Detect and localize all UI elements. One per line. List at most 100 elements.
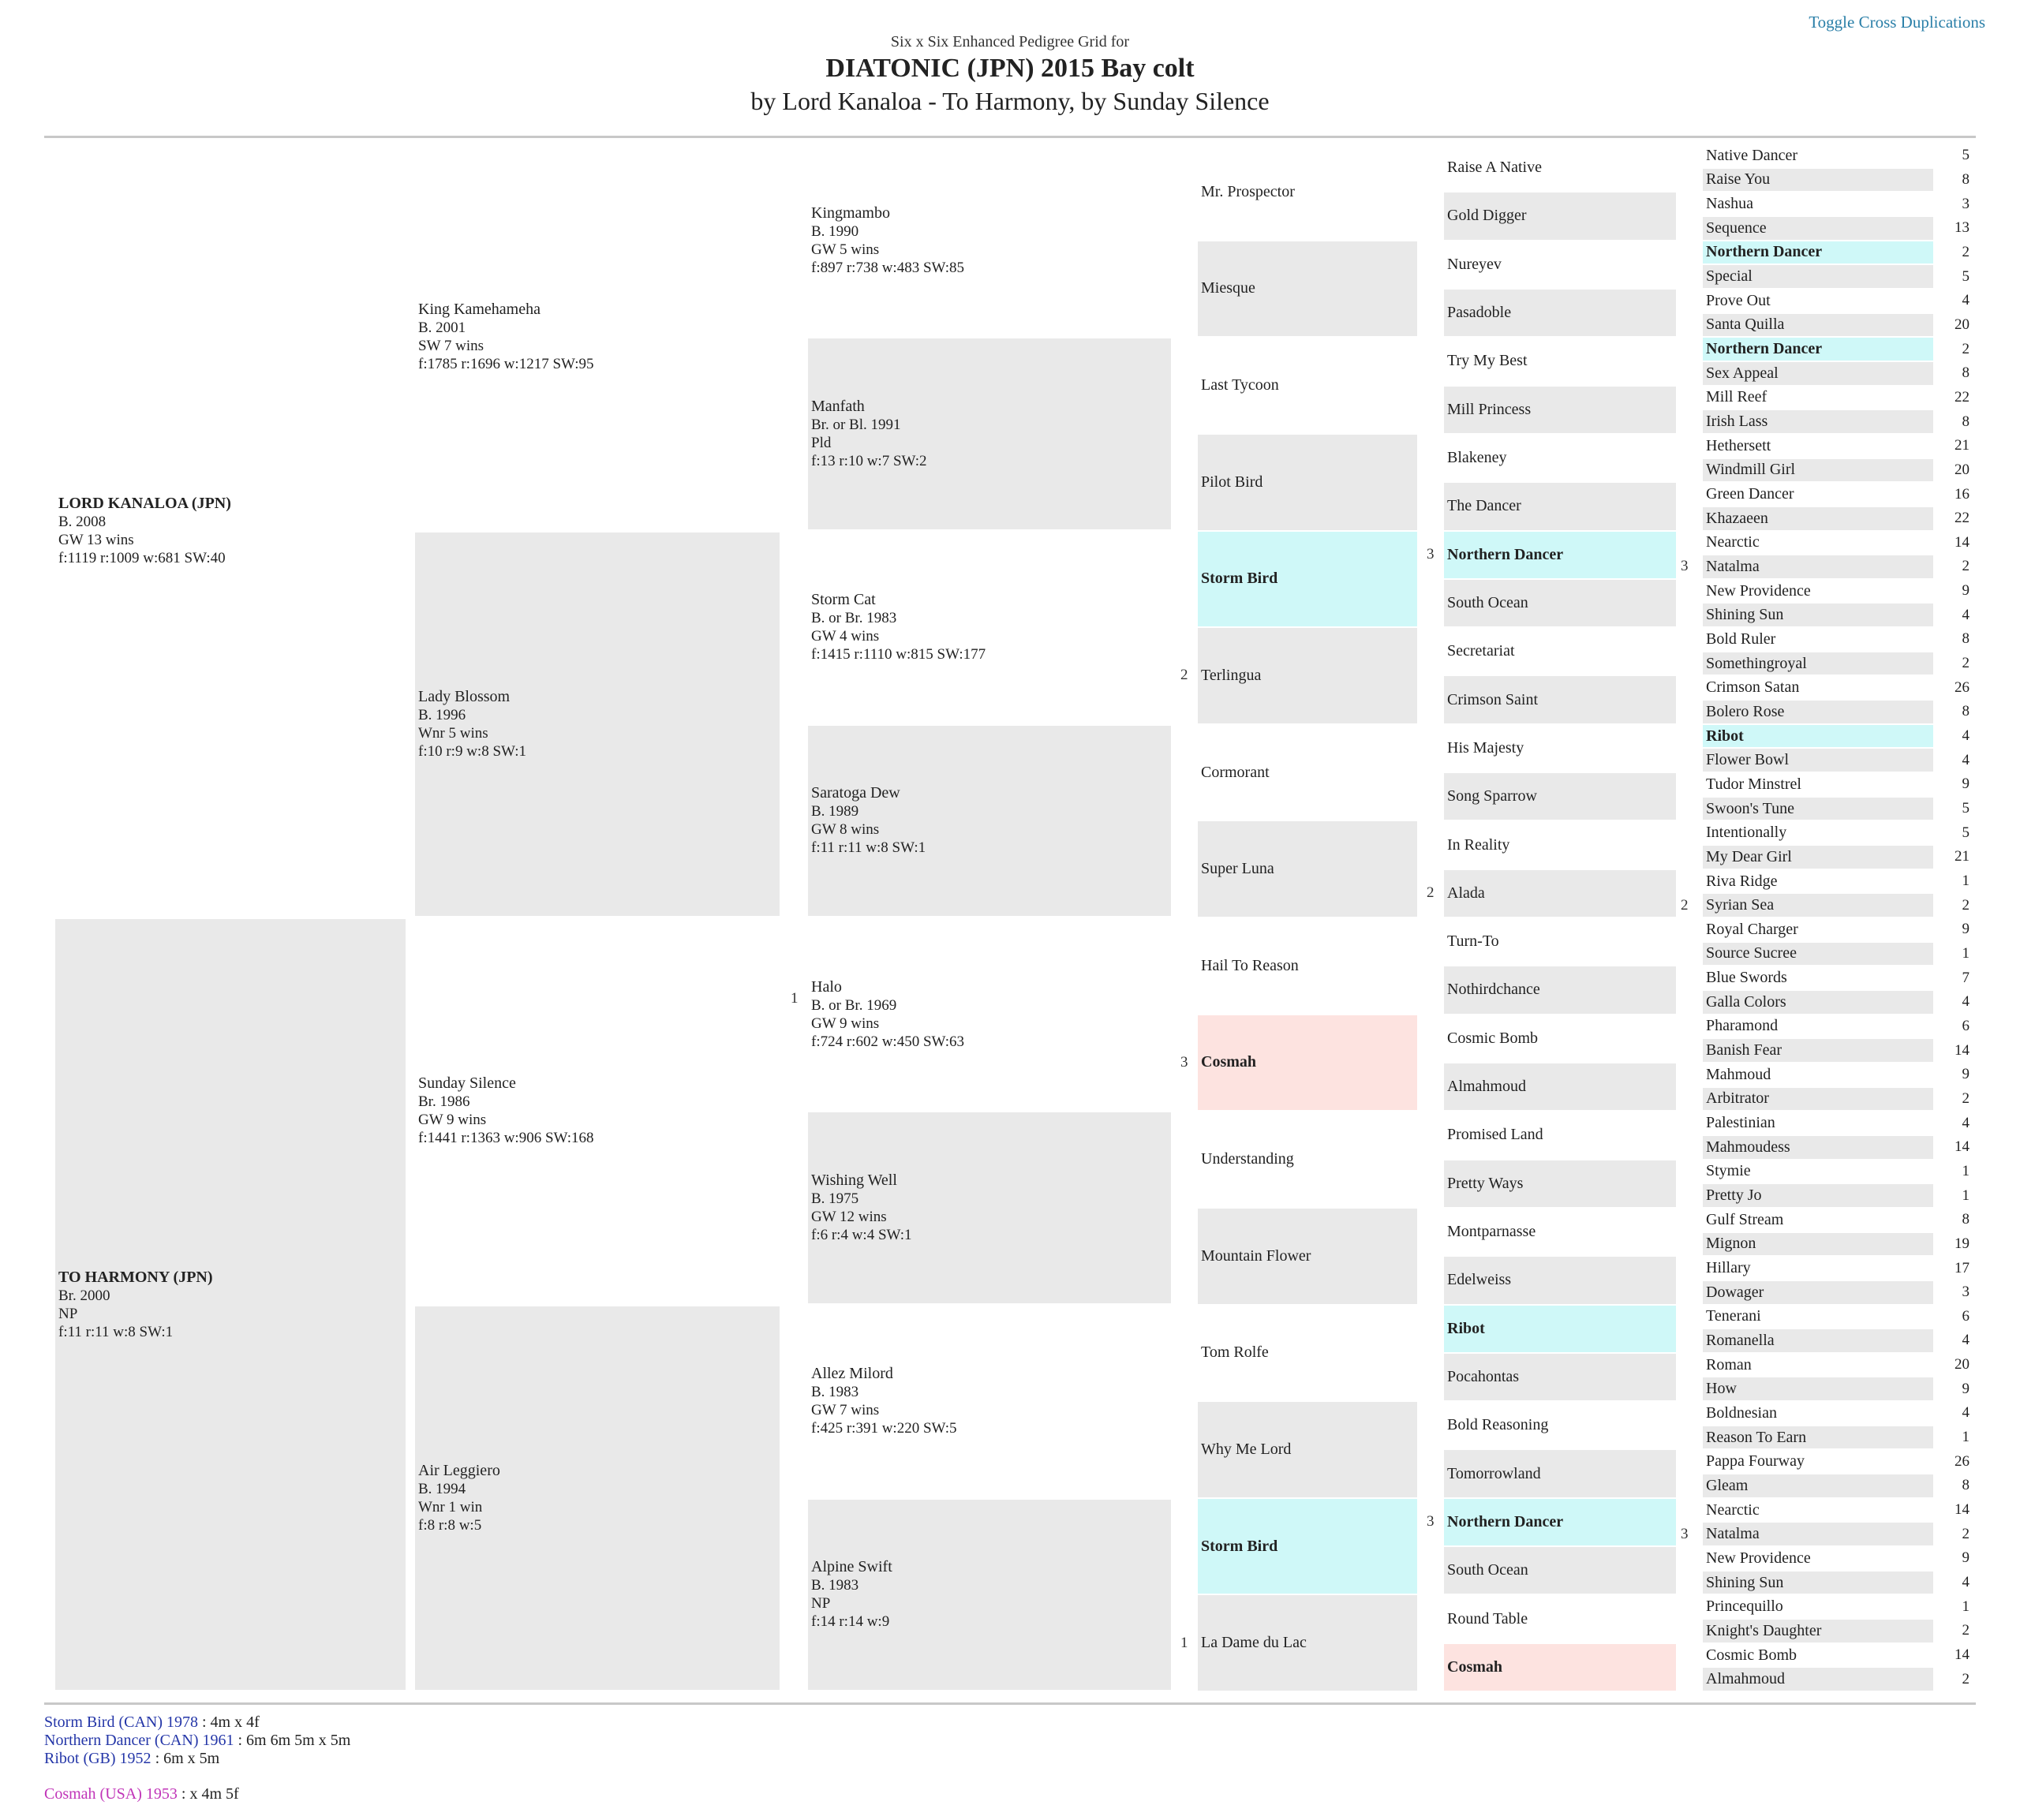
horse-name[interactable]: Mill Princess	[1447, 400, 1532, 418]
horse-name[interactable]: Hethersett	[1706, 436, 1771, 454]
horse-name[interactable]: Allez Milord	[811, 1365, 893, 1383]
horse-cell-col4[interactable]: La Dame du Lac	[1198, 1595, 1417, 1691]
horse-name[interactable]: Kingmambo	[811, 204, 890, 222]
horse-name[interactable]: Air Leggiero	[418, 1461, 500, 1479]
horse-name[interactable]: Northern Dancer	[1706, 340, 1823, 358]
horse-name[interactable]: Roman	[1706, 1355, 1752, 1373]
horse-cell-col6[interactable]: Windmill Girl	[1703, 458, 1933, 482]
horse-cell-col6[interactable]: Nashua	[1703, 192, 1933, 215]
horse-cell-col6[interactable]: Nearctic	[1703, 532, 1933, 555]
horse-name[interactable]: South Ocean	[1447, 1561, 1528, 1579]
horse-name[interactable]: How	[1706, 1380, 1737, 1398]
horse-cell-col4[interactable]: Pilot Bird	[1198, 434, 1417, 530]
horse-cell-col6[interactable]: Sequence	[1703, 216, 1933, 240]
horse-name[interactable]: Understanding	[1201, 1150, 1294, 1168]
horse-cell-col3[interactable]: Manfath Br. or Bl. 1991 Pld f:13 r:10 w:7 S…	[808, 338, 1171, 529]
horse-cell-col5[interactable]: Crimson Saint	[1444, 676, 1676, 723]
horse-cell-col5[interactable]: Turn-To	[1444, 918, 1676, 965]
horse-cell-col6[interactable]: Galla Colors	[1703, 990, 1933, 1014]
horse-cell-col6[interactable]: Somethingroyal	[1703, 652, 1933, 675]
horse-cell-col6[interactable]: Sex Appeal	[1703, 361, 1933, 385]
horse-name[interactable]: Montparnasse	[1447, 1223, 1536, 1241]
horse-name[interactable]: Pretty Jo	[1706, 1187, 1762, 1205]
horse-cell-col5[interactable]: South Ocean	[1444, 579, 1676, 627]
horse-cell-col6[interactable]: Shining Sun	[1703, 1571, 1933, 1594]
horse-cell-col4[interactable]: Tom Rolfe	[1198, 1306, 1417, 1401]
horse-cell-col5[interactable]: Cosmah	[1444, 1643, 1676, 1691]
horse-cell-col6[interactable]: Almahmoud	[1703, 1668, 1933, 1691]
horse-cell-col6[interactable]: Knight's Daughter	[1703, 1620, 1933, 1642]
horse-name[interactable]: Nearctic	[1706, 1500, 1760, 1519]
horse-cell-col6[interactable]: Palestinian	[1703, 1112, 1933, 1134]
horse-cell-col5[interactable]: His Majesty	[1444, 725, 1676, 772]
horse-name[interactable]: Nearctic	[1706, 533, 1760, 551]
horse-cell-col5[interactable]: In Reality	[1444, 821, 1676, 868]
horse-cell-col6[interactable]: Mignon	[1703, 1232, 1933, 1256]
horse-name[interactable]: The Dancer	[1447, 497, 1521, 515]
horse-cell-col5[interactable]: Mill Princess	[1444, 386, 1676, 433]
horse-cell-col6[interactable]: Hethersett	[1703, 435, 1933, 458]
horse-cell-col3[interactable]: Saratoga Dew B. 1989 GW 8 wins f:11 r:11 w:…	[808, 725, 1171, 916]
horse-cell-col6[interactable]: New Providence	[1703, 1547, 1933, 1570]
horse-name[interactable]: Cosmah	[1201, 1053, 1257, 1071]
horse-name[interactable]: Miesque	[1201, 279, 1255, 297]
horse-cell-col6[interactable]: Natalma	[1703, 555, 1933, 578]
horse-cell-col6[interactable]: Dowager	[1703, 1280, 1933, 1304]
horse-cell-col6[interactable]: Shining Sun	[1703, 604, 1933, 627]
horse-name[interactable]: Blue Swords	[1706, 969, 1787, 987]
horse-name[interactable]: Pasadoble	[1447, 304, 1512, 322]
horse-name[interactable]: Nureyev	[1447, 255, 1502, 273]
horse-name[interactable]: Sex Appeal	[1706, 364, 1779, 382]
horse-name[interactable]: Pharamond	[1706, 1017, 1779, 1035]
horse-cell-col4[interactable]: Last Tycoon	[1198, 338, 1417, 433]
horse-cell-col6[interactable]: Mahmoudess	[1703, 1135, 1933, 1159]
horse-name[interactable]: Gleam	[1706, 1476, 1749, 1494]
horse-cell-col6[interactable]: Romanella	[1703, 1329, 1933, 1352]
horse-name[interactable]: Source Sucree	[1706, 944, 1797, 962]
horse-name[interactable]: Khazaeen	[1706, 509, 1768, 527]
horse-cell-col5[interactable]: Almahmoud	[1444, 1063, 1676, 1111]
horse-name[interactable]: Nashua	[1706, 195, 1753, 213]
horse-cell-col4[interactable]: Mountain Flower	[1198, 1208, 1417, 1304]
horse-name[interactable]: LORD KANALOA (JPN)	[58, 494, 231, 512]
horse-name[interactable]: Round Table	[1447, 1609, 1528, 1628]
horse-cell-col6[interactable]: Arbitrator	[1703, 1087, 1933, 1111]
horse-cell-col5[interactable]: Ribot	[1444, 1305, 1676, 1352]
horse-cell-col6[interactable]: Raise You	[1703, 168, 1933, 192]
legend-horse-link[interactable]: Ribot (GB) 1952	[44, 1750, 152, 1767]
horse-cell-col6[interactable]: Royal Charger	[1703, 918, 1933, 941]
horse-cell-col6[interactable]: Blue Swords	[1703, 966, 1933, 989]
horse-cell-col4[interactable]: Understanding	[1198, 1112, 1417, 1207]
horse-name[interactable]: Storm Cat	[811, 591, 876, 609]
horse-name[interactable]: Pocahontas	[1447, 1367, 1520, 1385]
horse-cell-col6[interactable]: Santa Quilla	[1703, 313, 1933, 337]
horse-name[interactable]: Pilot Bird	[1201, 473, 1263, 491]
horse-name[interactable]: Storm Bird	[1201, 1537, 1278, 1555]
horse-name[interactable]: Riva Ridge	[1706, 872, 1778, 890]
horse-name[interactable]: Raise You	[1706, 170, 1771, 189]
horse-cell-col6[interactable]: Riva Ridge	[1703, 870, 1933, 893]
horse-cell-col3[interactable]: Kingmambo B. 1990 GW 5 wins f:897 r:738 w:4…	[808, 145, 1171, 335]
horse-cell-col5[interactable]: Montparnasse	[1444, 1209, 1676, 1255]
horse-cell-col6[interactable]: Crimson Satan	[1703, 676, 1933, 699]
horse-cell-col3[interactable]: Allez Milord B. 1983 GW 7 wins f:425 r:391 …	[808, 1306, 1171, 1497]
horse-name[interactable]: Sequence	[1706, 219, 1767, 237]
horse-name[interactable]: Wishing Well	[811, 1171, 897, 1189]
horse-cell-col5[interactable]: Alada	[1444, 869, 1676, 917]
horse-name[interactable]: Northern Dancer	[1706, 243, 1823, 261]
horse-name[interactable]: Swoon's Tune	[1706, 799, 1794, 817]
horse-name[interactable]: Arbitrator	[1706, 1089, 1769, 1108]
horse-cell-col6[interactable]: Princequillo	[1703, 1595, 1933, 1618]
horse-cell-col6[interactable]: New Providence	[1703, 580, 1933, 603]
horse-cell-col6[interactable]: Northern Dancer	[1703, 338, 1933, 361]
horse-cell-col4[interactable]: Super Luna	[1198, 821, 1417, 917]
horse-name[interactable]: Gold Digger	[1447, 207, 1527, 225]
horse-name[interactable]: Ribot	[1447, 1319, 1485, 1337]
horse-name[interactable]: Last Tycoon	[1201, 376, 1279, 394]
horse-name[interactable]: Dowager	[1706, 1283, 1764, 1301]
horse-cell-col5[interactable]: Pocahontas	[1444, 1353, 1676, 1401]
horse-name[interactable]: Crimson Saint	[1447, 690, 1539, 708]
horse-cell-col6[interactable]: Hillary	[1703, 1257, 1933, 1280]
horse-cell-col5[interactable]: Song Sparrow	[1444, 773, 1676, 820]
horse-name[interactable]: Cosmic Bomb	[1447, 1029, 1539, 1047]
